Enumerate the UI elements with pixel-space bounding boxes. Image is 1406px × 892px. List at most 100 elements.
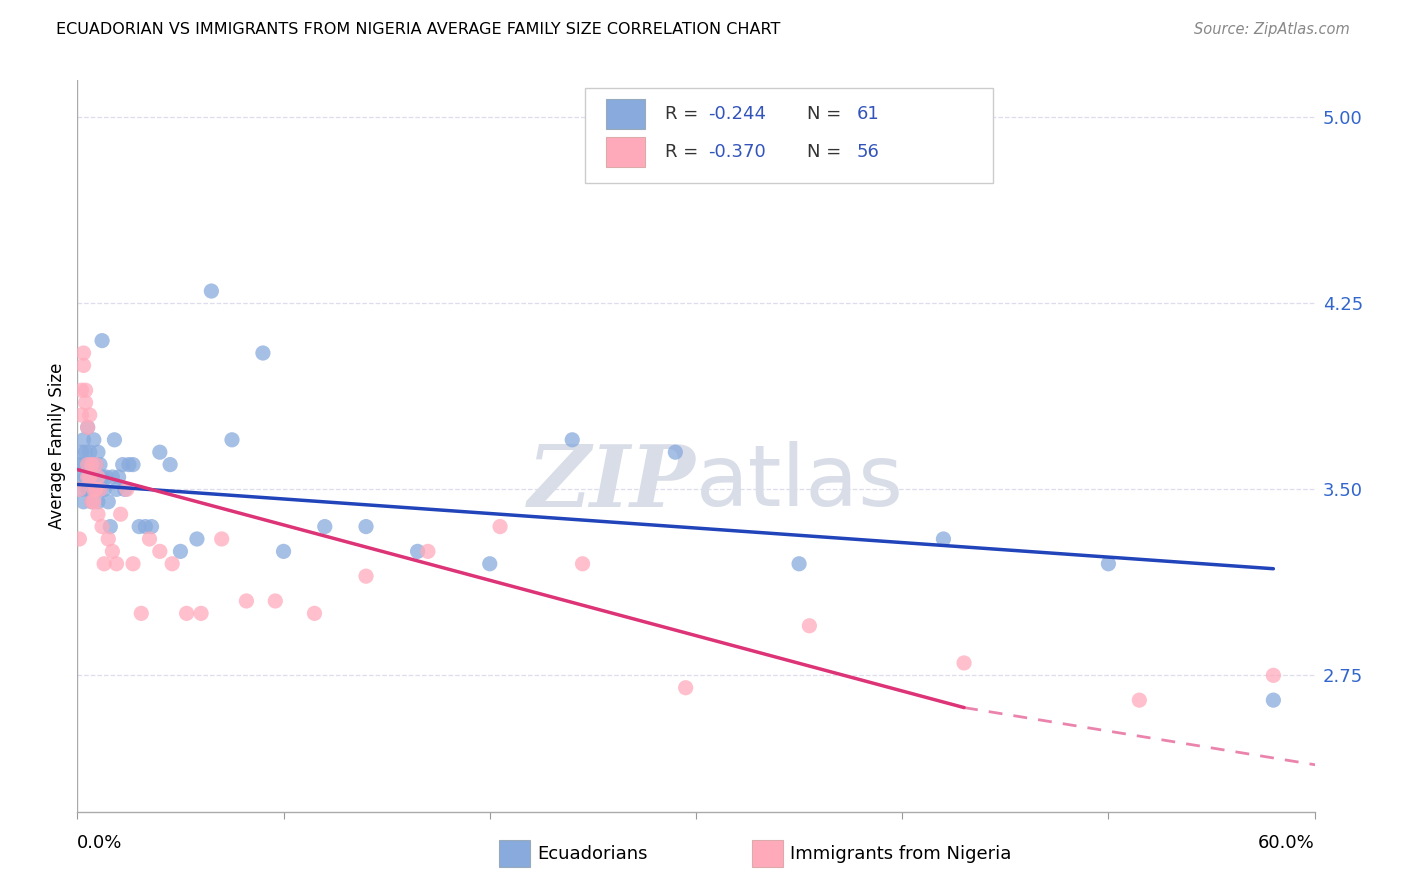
Point	[1097, 557, 1119, 571]
Point	[122, 458, 145, 472]
Point	[83, 495, 105, 509]
FancyBboxPatch shape	[606, 136, 645, 168]
Text: Immigrants from Nigeria: Immigrants from Nigeria	[790, 845, 1011, 863]
Text: Ecuadorians: Ecuadorians	[537, 845, 648, 863]
Point	[101, 470, 124, 484]
Point	[67, 470, 90, 484]
Point	[67, 458, 90, 472]
Point	[176, 607, 198, 621]
Point	[84, 483, 107, 497]
Point	[76, 420, 98, 434]
Point	[83, 483, 105, 497]
Text: N =: N =	[807, 105, 848, 123]
Point	[489, 519, 512, 533]
Point	[141, 519, 163, 533]
Point	[118, 458, 141, 472]
Point	[96, 470, 118, 484]
Point	[129, 607, 152, 621]
Point	[89, 458, 111, 472]
Text: 0.0%: 0.0%	[77, 834, 122, 852]
FancyBboxPatch shape	[585, 87, 993, 183]
Point	[932, 532, 955, 546]
Text: R =: R =	[665, 143, 704, 161]
Point	[93, 557, 115, 571]
Point	[221, 433, 243, 447]
Point	[87, 507, 110, 521]
Point	[115, 483, 138, 497]
Point	[80, 458, 103, 472]
Point	[186, 532, 208, 546]
Text: 56: 56	[856, 143, 880, 161]
Text: Source: ZipAtlas.com: Source: ZipAtlas.com	[1194, 22, 1350, 37]
Point	[134, 519, 156, 533]
Point	[91, 470, 114, 484]
Point	[122, 557, 145, 571]
Point	[70, 445, 93, 459]
Point	[80, 495, 103, 509]
Point	[264, 594, 287, 608]
Point	[406, 544, 429, 558]
Point	[211, 532, 233, 546]
Text: ZIP: ZIP	[529, 441, 696, 524]
Point	[354, 569, 377, 583]
Y-axis label: Average Family Size: Average Family Size	[48, 363, 66, 529]
Point	[478, 557, 501, 571]
Point	[89, 483, 111, 497]
Point	[200, 284, 222, 298]
Point	[664, 445, 686, 459]
Point	[79, 408, 101, 422]
Point	[138, 532, 160, 546]
Text: R =: R =	[665, 105, 704, 123]
Text: -0.244: -0.244	[709, 105, 766, 123]
Point	[110, 507, 132, 521]
Point	[70, 408, 93, 422]
Point	[76, 458, 98, 472]
Point	[105, 557, 128, 571]
FancyBboxPatch shape	[606, 99, 645, 129]
Point	[80, 495, 103, 509]
Point	[314, 519, 336, 533]
Point	[169, 544, 191, 558]
Point	[416, 544, 439, 558]
Point	[79, 470, 101, 484]
Point	[1263, 693, 1285, 707]
Text: 60.0%: 60.0%	[1258, 834, 1315, 852]
Point	[79, 445, 101, 459]
Point	[273, 544, 295, 558]
Point	[103, 433, 125, 447]
Point	[160, 557, 183, 571]
Point	[76, 420, 98, 434]
Point	[354, 519, 377, 533]
Point	[75, 395, 97, 409]
Point	[72, 346, 94, 360]
Point	[67, 532, 90, 546]
Point	[75, 383, 97, 397]
Point	[107, 470, 129, 484]
Point	[101, 544, 124, 558]
Point	[87, 470, 110, 484]
Point	[97, 495, 120, 509]
Point	[76, 470, 98, 484]
Point	[70, 383, 93, 397]
Point	[149, 544, 172, 558]
Text: ECUADORIAN VS IMMIGRANTS FROM NIGERIA AVERAGE FAMILY SIZE CORRELATION CHART: ECUADORIAN VS IMMIGRANTS FROM NIGERIA AV…	[56, 22, 780, 37]
Point	[787, 557, 810, 571]
Point	[72, 458, 94, 472]
Point	[79, 483, 101, 497]
Point	[72, 495, 94, 509]
Point	[72, 359, 94, 373]
Point	[67, 483, 90, 497]
Point	[114, 483, 136, 497]
Point	[149, 445, 172, 459]
Text: N =: N =	[807, 143, 848, 161]
Point	[87, 445, 110, 459]
Point	[571, 557, 593, 571]
Point	[75, 470, 97, 484]
Point	[76, 483, 98, 497]
Point	[72, 433, 94, 447]
Point	[83, 433, 105, 447]
Point	[190, 607, 212, 621]
Point	[304, 607, 326, 621]
Point	[84, 458, 107, 472]
Point	[111, 458, 134, 472]
